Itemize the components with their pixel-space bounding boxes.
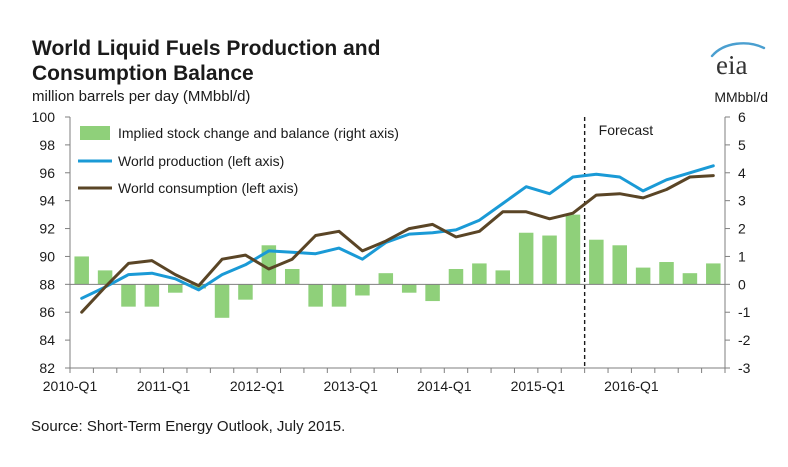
- left-tick-label: 96: [39, 165, 55, 181]
- right-tick-label: -3: [738, 360, 751, 376]
- bar: [612, 245, 627, 285]
- right-tick-label: 0: [738, 276, 746, 292]
- legend-label: World production (left axis): [118, 153, 284, 169]
- x-tick-label: 2011-Q1: [137, 378, 191, 394]
- bar: [168, 284, 183, 293]
- bar: [425, 284, 440, 302]
- legend-label: Implied stock change and balance (right …: [118, 125, 399, 141]
- bar: [448, 268, 464, 285]
- left-tick-label: 86: [39, 304, 55, 320]
- x-tick-label: 2012-Q1: [230, 378, 285, 394]
- left-tick-label: 88: [39, 276, 55, 292]
- left-tick-label: 92: [39, 221, 55, 237]
- bar: [331, 284, 347, 307]
- right-tick-label: 5: [738, 137, 746, 153]
- bar: [97, 270, 113, 285]
- left-tick-label: 84: [39, 332, 55, 348]
- x-tick-label: 2016-Q1: [604, 378, 659, 394]
- bar: [518, 232, 534, 285]
- right-tick-label: -2: [738, 332, 751, 348]
- right-axis-unit: MMbbl/d: [714, 89, 768, 105]
- bar: [472, 263, 487, 285]
- bar: [144, 284, 160, 307]
- bar: [284, 268, 300, 285]
- right-tick-label: 3: [738, 193, 746, 209]
- bar: [706, 263, 721, 285]
- right-tick-label: 1: [738, 248, 746, 264]
- consumption-line: [80, 174, 715, 314]
- bar: [355, 284, 370, 296]
- x-tick-label: 2010-Q1: [43, 378, 98, 394]
- right-tick-label: 6: [738, 109, 746, 125]
- bar: [542, 235, 557, 285]
- legend: Implied stock change and balance (right …: [78, 125, 399, 196]
- bar: [121, 284, 136, 307]
- bars: [74, 214, 721, 318]
- x-tick-label: 2013-Q1: [323, 378, 378, 394]
- bar: [308, 284, 323, 307]
- bar: [659, 262, 674, 285]
- left-axis-unit: million barrels per day (MMbbl/d): [32, 88, 251, 105]
- right-tick-label: -1: [738, 304, 751, 320]
- chart-title: World Liquid Fuels Production and Consum…: [32, 37, 381, 85]
- source-note: Source: Short-Term Energy Outlook, July …: [31, 418, 346, 435]
- legend-swatch-bars: [80, 126, 110, 140]
- bar: [495, 270, 511, 285]
- bar: [261, 245, 277, 285]
- eia-logo: eia: [710, 42, 766, 78]
- left-tick-label: 94: [39, 193, 55, 209]
- legend-label: World consumption (left axis): [118, 180, 298, 196]
- bar: [238, 284, 253, 300]
- bar: [565, 214, 581, 285]
- left-axis-ticks: 82 84 86 88 90 92 94 96 98 100: [32, 109, 70, 376]
- x-tick-label: 2014-Q1: [417, 378, 472, 394]
- right-tick-label: 2: [738, 221, 746, 237]
- left-tick-label: 100: [32, 109, 56, 125]
- left-tick-label: 90: [39, 248, 55, 264]
- x-tick-label: 2015-Q1: [511, 378, 566, 394]
- bar: [635, 267, 651, 285]
- forecast-label: Forecast: [599, 122, 654, 138]
- bar: [589, 239, 604, 285]
- left-tick-label: 82: [39, 360, 55, 376]
- eia-logo-text: eia: [716, 50, 747, 78]
- lines: [80, 164, 715, 314]
- right-axis-ticks: -3 -2 -1 0 1 2 3 4 5 6: [725, 109, 751, 376]
- production-line: [80, 164, 715, 300]
- bar: [378, 273, 394, 285]
- left-tick-label: 98: [39, 137, 55, 153]
- right-tick-label: 4: [738, 165, 746, 181]
- bar: [682, 273, 698, 285]
- bar: [74, 256, 89, 285]
- x-axis-ticks: 2010-Q1 2011-Q1 2012-Q1 2013-Q1 2014-Q1 2015-…: [43, 368, 726, 394]
- bar: [214, 284, 230, 318]
- bar: [401, 284, 417, 293]
